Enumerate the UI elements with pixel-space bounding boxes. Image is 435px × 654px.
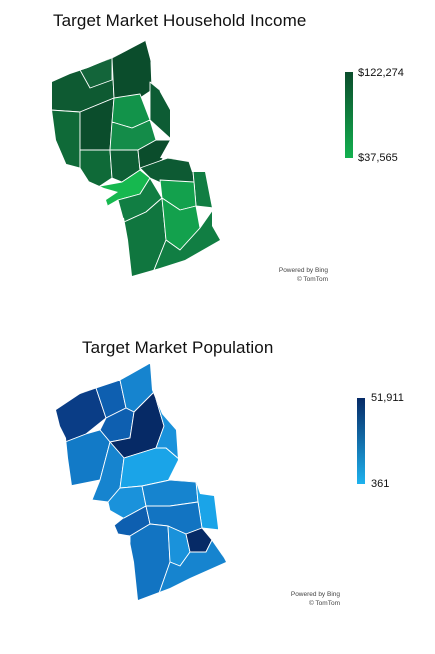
population-region <box>129 523 171 600</box>
population-legend-gradient <box>357 398 365 484</box>
attribution-tomtom: © TomTom <box>296 276 328 283</box>
population-choropleth-map[interactable] <box>0 330 435 630</box>
population-map-panel: Target Market Population 51,911 361 Powe… <box>0 330 435 630</box>
attribution-tomtom: © TomTom <box>308 600 340 607</box>
attribution-bing: Powered by Bing <box>290 591 340 598</box>
population-legend-max-label: 51,911 <box>371 392 404 404</box>
income-legend-gradient <box>345 72 353 158</box>
income-legend-max-label: $122,274 <box>358 67 404 79</box>
income-region <box>79 149 113 191</box>
income-region <box>52 109 81 169</box>
attribution-bing: Powered by Bing <box>278 267 328 274</box>
population-map-attribution: Powered by Bing © TomTom <box>291 590 340 608</box>
income-map-attribution: Powered by Bing © TomTom <box>279 266 328 284</box>
income-legend-min-label: $37,565 <box>358 152 398 164</box>
population-region <box>141 479 199 507</box>
income-map-title: Target Market Household Income <box>53 11 307 30</box>
income-region <box>111 40 153 99</box>
population-legend-min-label: 361 <box>371 478 390 490</box>
population-map-title: Target Market Population <box>82 338 274 357</box>
income-map-panel: Target Market Household Income $122,274 … <box>0 0 435 300</box>
income-choropleth-map[interactable] <box>0 0 435 300</box>
